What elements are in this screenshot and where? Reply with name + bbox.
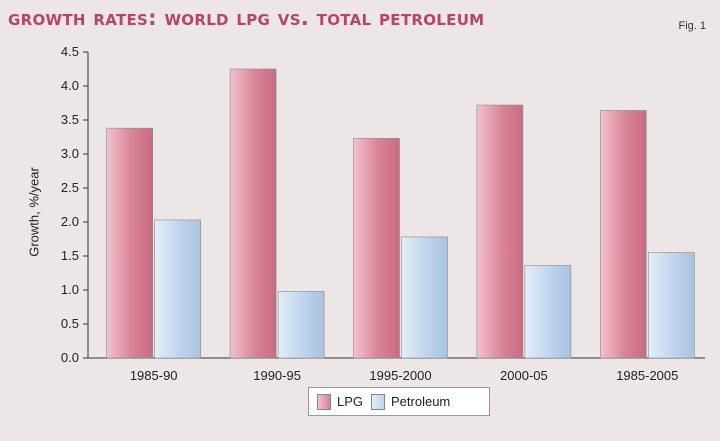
- figure-label: Fig. 1: [678, 20, 706, 32]
- bar-petroleum-2000-05: [524, 265, 572, 359]
- y-tick-label: 0.5: [61, 316, 79, 331]
- lpg-swatch: [317, 393, 331, 410]
- petroleum-swatch: [371, 393, 386, 410]
- bar-petroleum-1985-2005: [647, 252, 695, 359]
- x-tick-label: 1990-95: [253, 368, 301, 383]
- bar-lpg-1990-95: [229, 68, 277, 359]
- bar-lpg-1985-90: [106, 127, 153, 359]
- y-tick-label: 3.5: [61, 112, 79, 127]
- bar-lpg-1995-2000: [353, 138, 400, 359]
- legend-item-petroleum: Petroleum: [371, 393, 451, 410]
- x-tick-label: 2000-05: [500, 368, 548, 383]
- y-tick-label: 2.5: [61, 180, 79, 195]
- legend-label-lpg: LPG: [337, 394, 364, 409]
- y-tick-label: 1.5: [61, 248, 79, 263]
- legend-label-petroleum: Petroleum: [391, 394, 451, 409]
- bar-petroleum-1990-95: [277, 291, 325, 359]
- x-tick-label: 1985-2005: [616, 368, 678, 383]
- bar-lpg-2000-05: [476, 104, 524, 359]
- x-tick-label: 1995-2000: [369, 368, 431, 383]
- legend-item-lpg: LPG: [317, 393, 364, 410]
- chart-title: Growth rates: World LPG vs. total petrol…: [8, 6, 485, 30]
- bar-petroleum-1995-2000: [401, 236, 448, 359]
- y-tick-label: 1.0: [61, 282, 79, 297]
- y-tick-label: 0.0: [61, 350, 79, 365]
- legend: LPG Petroleum: [308, 387, 490, 416]
- y-tick-label: 2.0: [61, 214, 79, 229]
- bars: [106, 68, 695, 359]
- bar-lpg-1985-2005: [599, 110, 647, 359]
- y-tick-label: 4.5: [61, 44, 79, 59]
- y-tick-label: 4.0: [61, 78, 79, 93]
- bar-petroleum-1985-90: [154, 219, 201, 359]
- x-tick-label: 1985-90: [130, 368, 178, 383]
- y-tick-label: 3.0: [61, 146, 79, 161]
- ticks: 0.0 0.5 1.0 1.5 2.0 2.5 3.0 3.5 4.0 4.5 1985-90 199…: [61, 44, 678, 383]
